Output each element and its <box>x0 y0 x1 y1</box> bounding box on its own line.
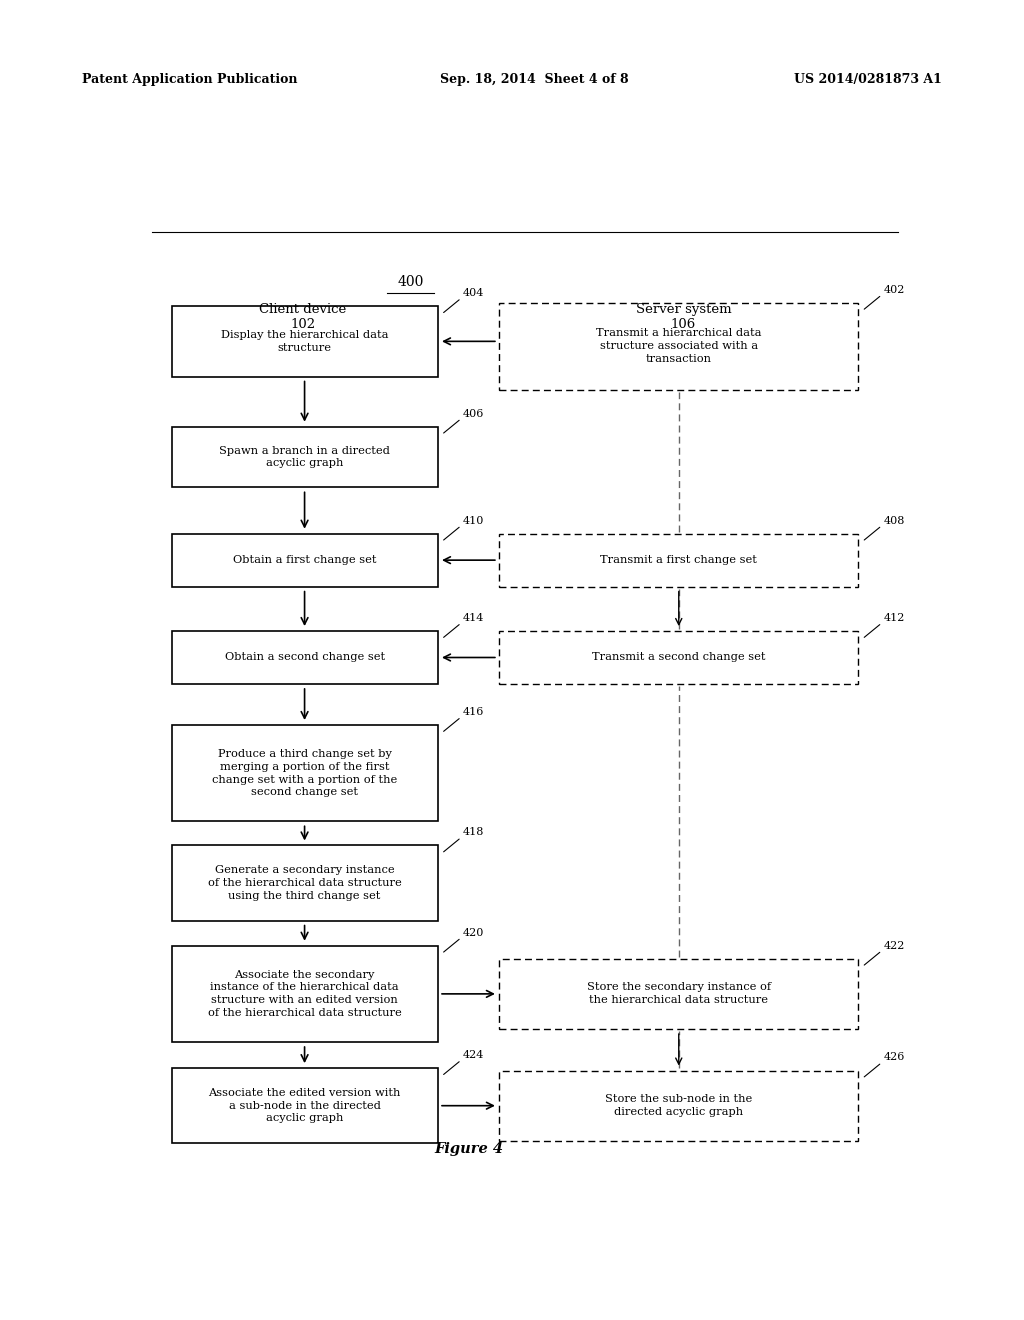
FancyBboxPatch shape <box>172 306 437 376</box>
FancyBboxPatch shape <box>172 1068 437 1143</box>
Text: 410: 410 <box>463 516 484 525</box>
Text: 414: 414 <box>463 612 484 623</box>
Text: Client device
102: Client device 102 <box>259 302 346 331</box>
Text: Store the secondary instance of
the hierarchical data structure: Store the secondary instance of the hier… <box>587 982 771 1006</box>
Text: Associate the edited version with
a sub-node in the directed
acyclic graph: Associate the edited version with a sub-… <box>209 1088 400 1123</box>
Text: Server system
106: Server system 106 <box>636 302 731 331</box>
Text: 422: 422 <box>884 941 905 950</box>
FancyBboxPatch shape <box>172 631 437 684</box>
Text: Figure 4: Figure 4 <box>435 1142 504 1156</box>
Text: Obtain a second change set: Obtain a second change set <box>224 652 385 663</box>
Text: 402: 402 <box>884 285 905 294</box>
Text: Spawn a branch in a directed
acyclic graph: Spawn a branch in a directed acyclic gra… <box>219 446 390 469</box>
Text: 406: 406 <box>463 408 484 418</box>
FancyBboxPatch shape <box>500 1071 858 1140</box>
Text: Generate a secondary instance
of the hierarchical data structure
using the third: Generate a secondary instance of the hie… <box>208 865 401 900</box>
Text: 426: 426 <box>884 1052 905 1063</box>
FancyBboxPatch shape <box>500 302 858 389</box>
Text: Transmit a second change set: Transmit a second change set <box>592 652 766 663</box>
FancyBboxPatch shape <box>172 845 437 920</box>
Text: Produce a third change set by
merging a portion of the first
change set with a p: Produce a third change set by merging a … <box>212 748 397 797</box>
Text: 408: 408 <box>884 516 905 525</box>
Text: 420: 420 <box>463 928 484 937</box>
Text: Patent Application Publication: Patent Application Publication <box>82 73 297 86</box>
FancyBboxPatch shape <box>500 631 858 684</box>
FancyBboxPatch shape <box>500 533 858 586</box>
Text: Obtain a first change set: Obtain a first change set <box>232 556 377 565</box>
FancyBboxPatch shape <box>172 426 437 487</box>
Text: 400: 400 <box>397 276 424 289</box>
Text: Store the sub-node in the
directed acyclic graph: Store the sub-node in the directed acycl… <box>605 1094 753 1117</box>
Text: 416: 416 <box>463 706 484 717</box>
FancyBboxPatch shape <box>172 533 437 586</box>
FancyBboxPatch shape <box>172 945 437 1041</box>
Text: Sep. 18, 2014  Sheet 4 of 8: Sep. 18, 2014 Sheet 4 of 8 <box>440 73 629 86</box>
Text: 418: 418 <box>463 828 484 837</box>
Text: 404: 404 <box>463 288 484 298</box>
Text: Associate the secondary
instance of the hierarchical data
structure with an edit: Associate the secondary instance of the … <box>208 970 401 1018</box>
Text: Transmit a hierarchical data
structure associated with a
transaction: Transmit a hierarchical data structure a… <box>596 329 762 364</box>
FancyBboxPatch shape <box>172 725 437 821</box>
Text: US 2014/0281873 A1: US 2014/0281873 A1 <box>795 73 942 86</box>
Text: 412: 412 <box>884 612 905 623</box>
Text: 424: 424 <box>463 1049 484 1060</box>
FancyBboxPatch shape <box>500 958 858 1030</box>
Text: Display the hierarchical data
structure: Display the hierarchical data structure <box>221 330 388 352</box>
Text: Transmit a first change set: Transmit a first change set <box>600 556 757 565</box>
